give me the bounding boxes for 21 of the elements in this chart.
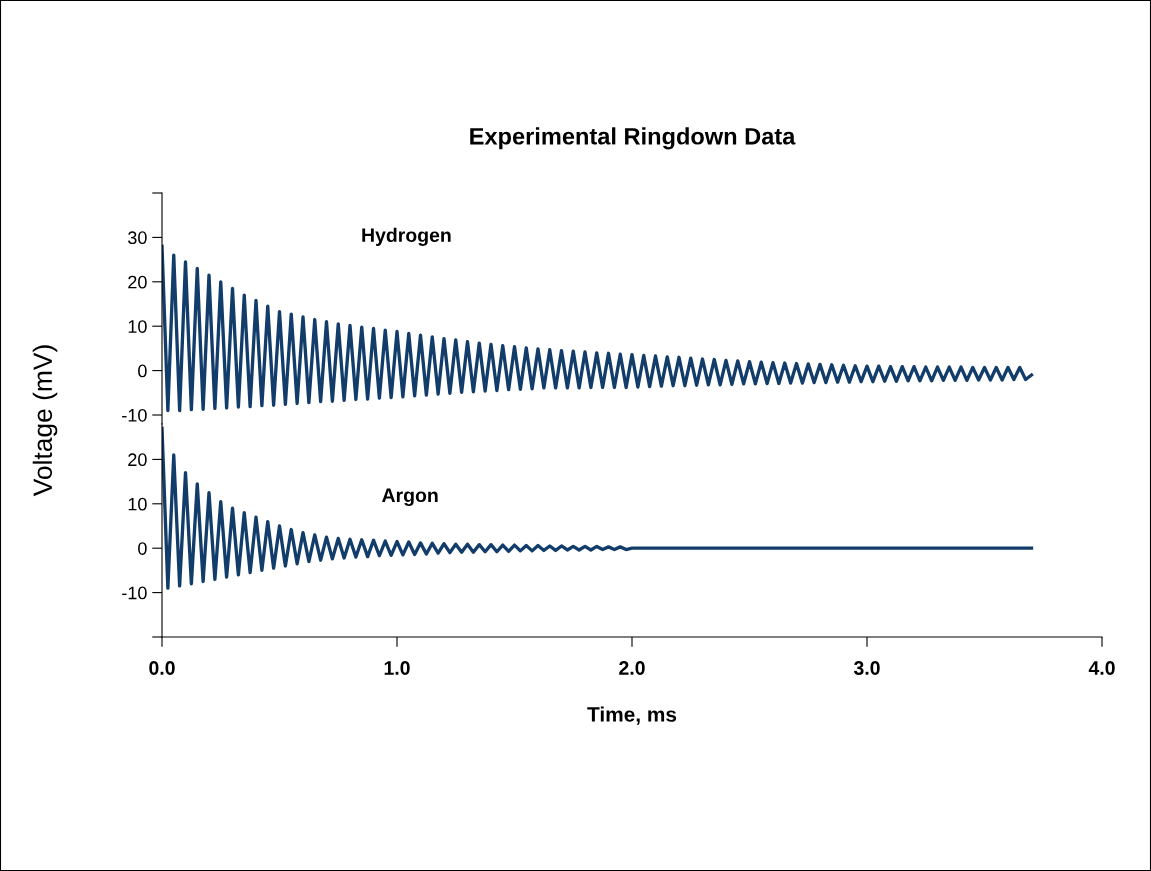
y-tick-label: 10	[128, 497, 147, 511]
x-tick-label: 2.0	[619, 661, 645, 675]
x-tick-label: 3.0	[853, 661, 880, 675]
y-tick-label: -10	[122, 408, 147, 422]
y-axis-title: Voltage (mV)	[32, 345, 58, 497]
y-tick-label: 0	[138, 542, 147, 555]
y-tick-label: 0	[138, 364, 147, 378]
y-tick-label: -10	[122, 586, 147, 600]
text: Hydrogen	[362, 227, 451, 246]
y-tick-label: 20	[128, 275, 147, 289]
x-tick-label: 4.0	[1088, 661, 1115, 675]
y-tick-label: 10	[128, 320, 147, 333]
y-tick-label: 30	[128, 231, 147, 245]
y-tick-label: 20	[128, 453, 147, 467]
line-series	[162, 244, 1034, 413]
x-tick-label: 0.0	[149, 661, 175, 675]
line-series	[162, 426, 1034, 590]
x-tick-label: 1.0	[384, 661, 410, 675]
series-label: Argon	[382, 488, 438, 507]
x-axis-title: Time, ms	[587, 706, 677, 725]
chart-title: Experimental Ringdown Data	[470, 127, 796, 150]
